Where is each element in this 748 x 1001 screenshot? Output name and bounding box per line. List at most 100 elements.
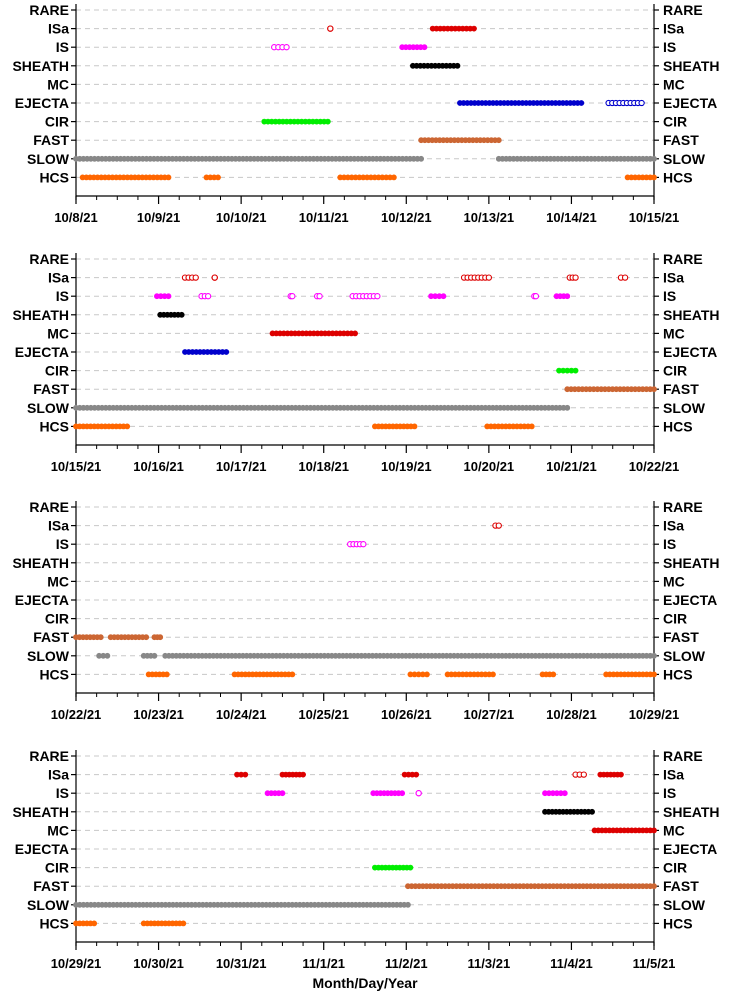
data-point-mc [352,330,358,337]
category-label-right: HCS [663,418,693,434]
data-point-ejecta [223,349,230,355]
x-tick-label: 10/22/21 [629,459,680,474]
data-point-isa [471,25,477,32]
data-point-fast [143,634,150,641]
category-label-left: ISa [48,518,69,534]
category-label-right: EJECTA [663,95,717,111]
data-point-hcs [651,174,657,181]
category-label-right: SHEATH [663,804,720,820]
category-label-right: IS [663,288,676,304]
category-label-left: RARE [29,2,69,18]
category-label-right: SLOW [663,151,706,167]
data-point-is [564,293,571,300]
data-point-is [279,790,286,797]
x-tick-label: 10/18/21 [298,459,349,474]
category-label-left: EJECTA [15,592,69,608]
x-tick-label: 10/28/21 [546,707,597,722]
category-label-right: SHEATH [663,58,720,74]
data-point-hcs [124,423,131,430]
category-label-left: IS [56,785,69,801]
data-point-isa [618,771,624,778]
category-label-right: FAST [663,878,699,894]
data-point-hcs [289,671,296,678]
x-tick-label: 10/11/21 [299,210,349,225]
category-label-right: ISa [663,518,684,534]
data-point-fast [97,634,104,641]
x-tick-label: 10/15/21 [629,210,680,225]
data-point-fast [651,386,657,393]
data-point-sheath [178,311,185,318]
data-point-is [440,293,447,300]
data-point-is [421,44,428,51]
category-label-left: FAST [33,629,69,645]
data-point-slow [651,155,657,162]
data-point-ejecta [578,100,585,106]
x-tick-label: 11/4/21 [550,956,593,971]
x-axis-title: Month/Day/Year [312,975,418,991]
category-label-left: CIR [45,363,69,379]
category-label-left: EJECTA [15,841,69,857]
data-point-isa [192,274,199,281]
category-label-right: HCS [663,666,693,682]
data-point-slow [405,901,411,908]
x-tick-label: 10/20/21 [464,459,515,474]
data-point-hcs [490,671,496,678]
category-label-right: SLOW [663,400,706,416]
panel-1: RARE RARE ISa ISa IS IS SHEATH SHEATH MC MC EJECTA… [12,2,719,225]
data-point-slow [651,652,657,659]
category-label-right: MC [663,573,685,589]
data-point-cir [324,118,331,125]
data-point-sheath [454,62,461,69]
category-label-left: SHEATH [12,307,69,323]
data-point-hcs [550,671,557,678]
data-point-isa [485,274,493,281]
category-label-left: FAST [33,381,69,397]
data-point-cir [572,367,579,374]
category-label-right: SHEATH [663,307,720,323]
data-point-is [399,790,406,797]
data-point-is [415,790,422,797]
data-point-is [316,293,323,300]
data-point-isa [495,522,502,529]
x-tick-label: 11/1/21 [302,956,345,971]
x-tick-label: 11/3/21 [468,956,511,971]
category-label-right: SLOW [663,648,706,664]
category-label-right: CIR [663,363,687,379]
data-point-fast [651,883,657,890]
category-label-left: SLOW [27,897,70,913]
x-tick-label: 10/19/21 [381,459,432,474]
category-label-right: ISa [663,270,684,286]
category-label-left: HCS [39,169,69,185]
data-point-hcs [424,671,430,678]
category-label-right: IS [663,39,676,55]
data-point-hcs [91,920,98,927]
category-label-right: SLOW [663,897,706,913]
category-label-left: SHEATH [12,555,69,571]
data-point-is [532,293,540,300]
data-point-cir [407,864,414,871]
x-tick-label: 11/5/21 [633,956,676,971]
category-label-right: SHEATH [663,555,720,571]
data-point-hcs [165,174,172,181]
category-label-left: MC [47,325,69,341]
category-label-left: CIR [45,611,69,627]
category-label-left: IS [56,536,69,552]
data-point-is [561,790,568,797]
category-label-left: MC [47,822,69,838]
category-label-left: IS [56,39,69,55]
data-point-hcs [163,671,170,678]
x-tick-label: 10/22/21 [51,707,102,722]
x-tick-label: 10/30/21 [133,956,184,971]
data-point-slow [104,652,111,659]
x-tick-label: 10/21/21 [546,459,597,474]
data-point-hcs [180,920,187,927]
x-tick-label: 10/23/21 [133,707,184,722]
data-point-is [289,293,296,300]
data-point-slow [418,155,425,162]
category-label-left: HCS [39,418,69,434]
data-point-isa [242,771,249,778]
category-label-right: FAST [663,132,699,148]
category-label-right: MC [663,325,685,341]
